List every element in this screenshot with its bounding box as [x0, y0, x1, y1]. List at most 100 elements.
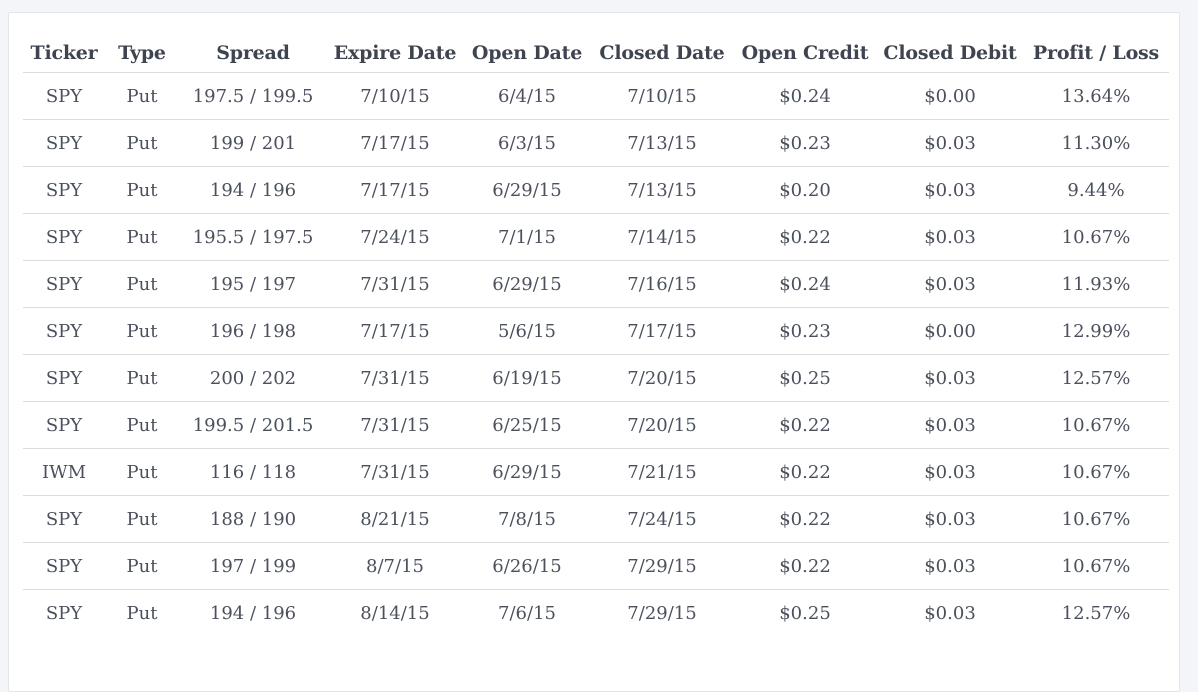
cell-ticker: SPY — [45, 602, 83, 624]
column-header-open-credit: Open Credit — [733, 33, 877, 73]
cell-expire-date: 8/14/15 — [360, 602, 430, 624]
cell-expire-date: 7/24/15 — [327, 213, 463, 261]
cell-spread: 195.5 / 197.5 — [179, 213, 327, 261]
cell-ticker: SPY — [23, 119, 105, 167]
cell-ticker: SPY — [23, 72, 105, 120]
cell-closed-debit: $0.03 — [877, 260, 1023, 308]
cell-spread: 116 / 118 — [179, 448, 327, 496]
cell-type: Put — [105, 166, 179, 214]
column-header-expire-date: Expire Date — [327, 33, 463, 73]
cell-profit-loss: 11.93% — [1023, 260, 1169, 308]
cell-ticker: SPY — [23, 166, 105, 214]
table-row: SPY Put 195.5 / 197.5 7/24/15 7/1/15 7/14/15 $… — [23, 213, 1169, 261]
cell-closed-debit: $0.03 — [877, 401, 1023, 449]
cell-closed-date: 7/29/15 — [591, 542, 733, 590]
cell-profit-loss: 9.44% — [1023, 166, 1169, 214]
cell-ticker: IWM — [23, 448, 105, 496]
cell-type: Put — [105, 72, 179, 120]
cell-open-date: 7/1/15 — [463, 213, 591, 261]
cell-profit-loss: 10.67% — [1023, 542, 1169, 590]
cell-open-credit: $0.22 — [733, 401, 877, 449]
cell-profit-loss: 12.99% — [1023, 307, 1169, 355]
cell-open-credit: $0.20 — [733, 166, 877, 214]
cell-type: Put — [105, 354, 179, 402]
cell-open-credit: $0.24 — [733, 72, 877, 120]
cell-closed-debit: $0.00 — [877, 307, 1023, 355]
cell-open-credit: $0.22 — [733, 213, 877, 261]
cell-open-credit: $0.23 — [733, 307, 877, 355]
cell-open-date: 7/8/15 — [463, 495, 591, 543]
cell-closed-debit: $0.03 — [877, 166, 1023, 214]
cell-open-date: 6/29/15 — [463, 260, 591, 308]
cell-profit-loss: 10.67% — [1023, 495, 1169, 543]
cell-open-date: 6/29/15 — [463, 448, 591, 496]
table-row: SPY Put 188 / 190 8/21/15 7/8/15 7/24/15 $0.22… — [23, 495, 1169, 543]
cell-expire-date: 8/7/15 — [327, 542, 463, 590]
cell-expire-date: 7/17/15 — [327, 166, 463, 214]
cell-ticker: SPY — [23, 542, 105, 590]
cell-open-credit: $0.24 — [733, 260, 877, 308]
table-body: SPY Put 197.5 / 199.5 7/10/15 6/4/15 7/10/15 $… — [23, 72, 1169, 637]
cell-expire-date: 7/31/15 — [327, 448, 463, 496]
cell-ticker: SPY — [23, 401, 105, 449]
table-row: SPY Put 194 / 196 7/17/15 6/29/15 7/13/15 $0.2… — [23, 166, 1169, 214]
cell-closed-debit: $0.03 — [877, 542, 1023, 590]
cell-ticker: SPY — [23, 260, 105, 308]
cell-closed-debit: $0.03 — [877, 495, 1023, 543]
cell-open-credit: $0.23 — [733, 119, 877, 167]
cell-spread: 197 / 199 — [179, 542, 327, 590]
cell-open-date: 6/26/15 — [463, 542, 591, 590]
cell-type: Put — [105, 307, 179, 355]
column-header-closed-debit: Closed Debit — [877, 33, 1023, 73]
table-row: SPY Put 200 / 202 7/31/15 6/19/15 7/20/15 $0.2… — [23, 354, 1169, 402]
cell-closed-debit: $0.03 — [877, 119, 1023, 167]
cell-open-date: 7/6/15 — [498, 602, 556, 624]
cell-profit-loss: 12.57% — [1023, 354, 1169, 402]
cell-open-credit: $0.22 — [733, 542, 877, 590]
cell-open-credit: $0.22 — [733, 495, 877, 543]
cell-closed-date: 7/17/15 — [591, 307, 733, 355]
cell-closed-date: 7/29/15 — [627, 602, 697, 624]
table-row: SPY Put 195 / 197 7/31/15 6/29/15 7/16/15 $0.2… — [23, 260, 1169, 308]
cell-spread: 194 / 196 — [209, 602, 297, 624]
column-header-profit-loss: Profit / Loss — [1023, 33, 1169, 73]
cell-closed-date: 7/13/15 — [591, 119, 733, 167]
table-row: SPY Put 194 / 196 8/14/15 7/6/15 7/29/15 $0.25… — [23, 590, 1169, 637]
cell-spread: 195 / 197 — [179, 260, 327, 308]
cell-open-date: 5/6/15 — [463, 307, 591, 355]
cell-type: Put — [105, 119, 179, 167]
cell-closed-date: 7/16/15 — [591, 260, 733, 308]
cell-ticker: SPY — [23, 354, 105, 402]
cell-spread: 197.5 / 199.5 — [179, 72, 327, 120]
table-row: SPY Put 197.5 / 199.5 7/10/15 6/4/15 7/10/15 $… — [23, 72, 1169, 120]
cell-expire-date: 7/31/15 — [327, 401, 463, 449]
table-row: IWM Put 116 / 118 7/31/15 6/29/15 7/21/15 $0.2… — [23, 448, 1169, 496]
cell-open-date: 6/4/15 — [463, 72, 591, 120]
cell-closed-date: 7/20/15 — [591, 354, 733, 402]
cell-open-date: 6/29/15 — [463, 166, 591, 214]
cell-profit-loss: 12.57% — [1061, 602, 1131, 624]
trades-table: Ticker Type Spread Expire Date Open Date Clos… — [23, 33, 1169, 636]
cell-profit-loss: 10.67% — [1023, 448, 1169, 496]
cell-expire-date: 8/21/15 — [327, 495, 463, 543]
cell-type: Put — [126, 602, 158, 624]
cell-open-credit: $0.25 — [733, 354, 877, 402]
cell-type: Put — [105, 542, 179, 590]
cell-profit-loss: 10.67% — [1023, 213, 1169, 261]
cell-closed-debit: $0.03 — [877, 448, 1023, 496]
table-header-row: Ticker Type Spread Expire Date Open Date Clos… — [23, 33, 1169, 73]
table-row: SPY Put 199 / 201 7/17/15 6/3/15 7/13/15 $0.23… — [23, 119, 1169, 167]
cell-closed-debit: $0.03 — [877, 213, 1023, 261]
cell-ticker: SPY — [23, 213, 105, 261]
cell-ticker: SPY — [23, 495, 105, 543]
trades-card: Ticker Type Spread Expire Date Open Date Clos… — [8, 12, 1180, 692]
cell-closed-date: 7/14/15 — [591, 213, 733, 261]
column-header-ticker: Ticker — [23, 33, 105, 73]
cell-spread: 196 / 198 — [179, 307, 327, 355]
cell-spread: 199 / 201 — [179, 119, 327, 167]
cell-open-credit: $0.25 — [779, 602, 831, 624]
cell-spread: 199.5 / 201.5 — [179, 401, 327, 449]
table-row: SPY Put 199.5 / 201.5 7/31/15 6/25/15 7/20/15… — [23, 401, 1169, 449]
cell-spread: 194 / 196 — [179, 166, 327, 214]
cell-closed-date: 7/13/15 — [591, 166, 733, 214]
